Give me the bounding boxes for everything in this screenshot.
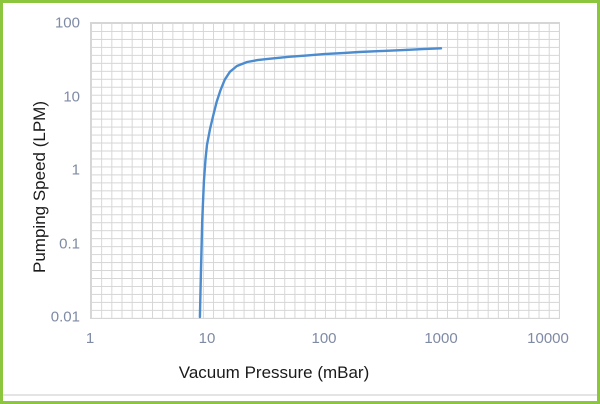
y-tick-label: 100 bbox=[54, 14, 80, 32]
y-tick-label: 10 bbox=[63, 88, 80, 105]
x-tick-label: 1 bbox=[85, 330, 95, 347]
y-axis-title: Pumping Speed (LPM) bbox=[30, 101, 49, 273]
x-axis-title: Vacuum Pressure (mBar) bbox=[178, 363, 370, 382]
x-tick-label: 10 bbox=[198, 330, 216, 347]
plot-area bbox=[90, 22, 560, 319]
y-tick-label: 0.01 bbox=[50, 308, 80, 326]
x-tick-label: 10000 bbox=[527, 330, 569, 347]
pumping-speed-curve bbox=[198, 47, 443, 319]
bottom-divider-line bbox=[3, 394, 597, 396]
y-tick-label: 1 bbox=[71, 161, 80, 179]
y-tick-label: 0.1 bbox=[59, 235, 80, 252]
x-tick-label: 100 bbox=[311, 330, 337, 347]
curve-layer bbox=[198, 47, 443, 319]
x-tick-label: 1000 bbox=[424, 330, 458, 347]
